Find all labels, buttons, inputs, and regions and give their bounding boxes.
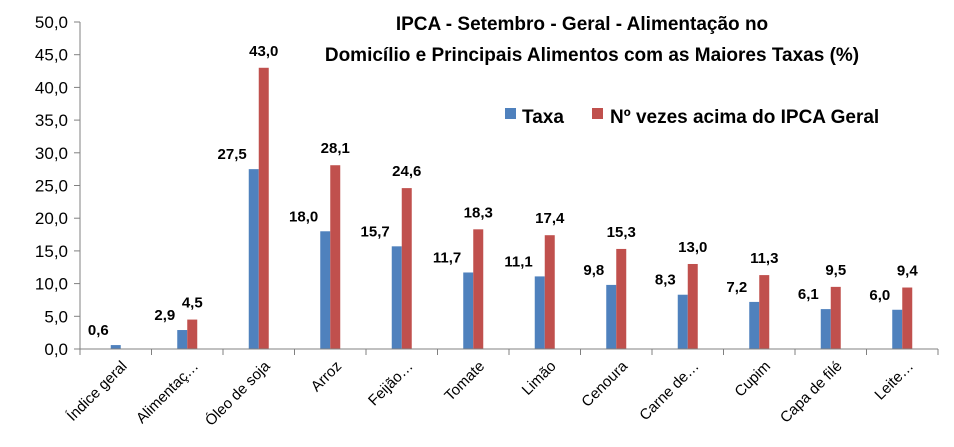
y-tick-label: 15,0 — [35, 242, 68, 261]
bar-vezes — [687, 263, 698, 349]
chart-title-line-2: Domicílio e Principais Alimentos com as … — [325, 45, 859, 66]
x-tick-label: Carne de… — [636, 358, 702, 424]
bar-label-taxa: 6,0 — [869, 287, 890, 304]
bar-label-vezes: 13,0 — [678, 239, 707, 256]
bar-label-vezes: 11,3 — [750, 250, 778, 267]
x-tick-label: Feijão… — [365, 358, 417, 410]
x-tick-label: Arroz — [308, 358, 345, 395]
y-tick-label: 45,0 — [35, 46, 68, 65]
x-tick-label: Limão — [519, 358, 560, 399]
bar-label-taxa: 15,7 — [361, 223, 390, 240]
bar-vezes — [902, 287, 913, 349]
legend-label-taxa: Taxa — [522, 107, 564, 128]
bar-label-taxa: 18,0 — [289, 208, 318, 225]
bar-taxa — [177, 330, 188, 349]
bar-label-vezes: 4,5 — [182, 295, 203, 312]
bar-label-vezes: 9,5 — [825, 262, 846, 279]
legend-label-vezes: Nº vezes acima do IPCA Geral — [610, 107, 879, 128]
bar-label-taxa: 2,9 — [154, 307, 175, 324]
bar-taxa — [320, 231, 331, 349]
bar-label-vezes: 43,0 — [249, 43, 278, 60]
y-tick-label: 20,0 — [35, 209, 68, 228]
bar-vezes — [759, 275, 770, 349]
x-tick-label: Índice geral — [64, 358, 131, 425]
category-labels: Índice geral Alimentaç… Óleo de soja Arroz F… — [64, 357, 917, 429]
chart-title-line-1: IPCA - Setembro - Geral - Alimentação no — [396, 14, 768, 35]
bar-taxa — [606, 284, 617, 349]
bar-vezes — [544, 235, 555, 349]
bar-taxa — [248, 169, 259, 349]
bar-label-vezes: 9,4 — [897, 263, 919, 280]
bar-vezes — [187, 319, 198, 349]
bar-label-taxa: 27,5 — [218, 146, 247, 163]
bar-label-vezes: 24,6 — [392, 163, 421, 180]
bar-taxa — [534, 276, 545, 349]
x-tick-label: Cupim — [731, 358, 774, 401]
y-tick-label: 30,0 — [35, 144, 68, 163]
bar-label-taxa: 0,6 — [88, 322, 109, 339]
x-tick-label: Cenoura — [578, 357, 631, 410]
bar-taxa — [110, 345, 121, 349]
x-tick-label: Tomate — [441, 358, 488, 405]
bars — [110, 67, 913, 349]
y-tick-label: 25,0 — [35, 177, 68, 196]
bar-label-taxa: 8,3 — [655, 272, 676, 289]
y-tick-label: 5,0 — [44, 307, 68, 326]
x-tick-label: Óleo de soja — [202, 357, 274, 429]
bar-vezes — [330, 165, 341, 349]
bar-label-taxa: 6,1 — [798, 286, 819, 303]
y-tick-label: 0,0 — [44, 340, 68, 359]
bar-taxa — [391, 246, 402, 349]
y-tick-label: 50,0 — [35, 13, 68, 32]
bar-taxa — [463, 272, 474, 349]
bar-label-taxa: 9,8 — [583, 262, 604, 279]
bar-taxa — [677, 294, 688, 349]
axes — [74, 21, 939, 355]
bar-label-vezes: 28,1 — [321, 140, 350, 157]
bar-taxa — [892, 309, 903, 349]
bar-vezes — [616, 248, 627, 349]
bar-taxa — [820, 309, 831, 349]
bar-label-vezes: 17,4 — [535, 210, 565, 227]
bar-label-taxa: 7,2 — [726, 279, 747, 296]
y-tick-label: 10,0 — [35, 275, 68, 294]
bar-vezes — [473, 229, 484, 349]
legend-swatch-taxa — [505, 108, 516, 119]
x-tick-label: Leite… — [871, 358, 917, 404]
bar-taxa — [749, 301, 760, 349]
bar-label-vezes: 18,3 — [464, 204, 493, 221]
chart-legend: Taxa Nº vezes acima do IPCA Geral — [505, 107, 879, 128]
y-tick-label: 35,0 — [35, 111, 68, 130]
bar-label-taxa: 11,7 — [433, 249, 461, 266]
y-tick-label: 40,0 — [35, 78, 68, 97]
legend-swatch-vezes — [592, 108, 603, 119]
bar-label-taxa: 11,1 — [504, 253, 532, 270]
x-tick-label: Capa de filé — [777, 358, 846, 427]
bar-label-vezes: 15,3 — [607, 224, 636, 241]
y-axis-ticks: 0,0 5,0 10,0 15,0 20,0 25,0 30,0 35,0 40,0 45,0 50… — [35, 13, 68, 359]
bar-value-labels: 0,6 2,9 4,5 27,5 43,0 18,0 28,1 15,7 24,6 11,7 18,… — [88, 43, 918, 339]
x-tick-label: Alimentaç… — [133, 358, 202, 427]
bar-vezes — [258, 67, 269, 349]
bar-vezes — [830, 286, 841, 349]
bar-vezes — [401, 188, 412, 349]
